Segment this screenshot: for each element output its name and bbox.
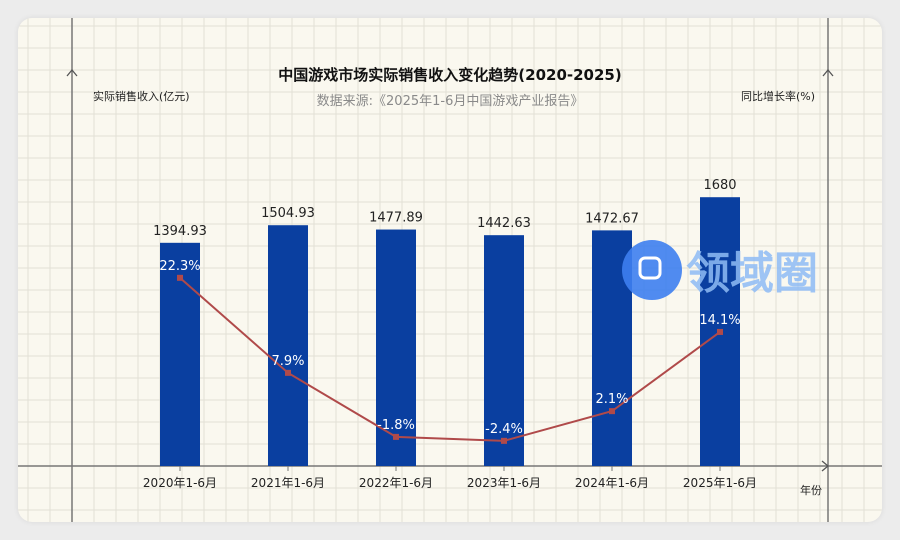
growth-line (179, 277, 721, 442)
growth-value-label: 7.9% (271, 354, 304, 369)
growth-value-label: 2.1% (595, 392, 628, 407)
bar-value-label: 1477.89 (369, 211, 423, 226)
growth-value-label: -1.8% (377, 418, 415, 433)
growth-point (717, 328, 723, 335)
growth-point (177, 274, 183, 281)
bar-value-label: 1442.63 (477, 216, 531, 231)
right-axis-arrow-icon (822, 68, 834, 77)
growth-value-label: 22.3% (159, 259, 200, 274)
x-tick-label: 2022年1-6月 (359, 476, 433, 490)
x-tick-label: 2024年1-6月 (575, 476, 649, 490)
x-axis-label: 年份 (800, 483, 822, 497)
x-tick-label: 2020年1-6月 (143, 476, 217, 490)
bar-value-label: 1680 (703, 178, 736, 193)
bar-value-label: 1504.93 (261, 206, 315, 221)
bar-value-label: 1394.93 (153, 224, 207, 239)
chart-subtitle: 数据来源:《2025年1-6月中国游戏产业报告》 (317, 94, 584, 109)
right-axis-label: 同比增长率(%) (741, 89, 815, 103)
x-tick-label: 2023年1-6月 (467, 476, 541, 490)
growth-value-label: -2.4% (485, 422, 523, 437)
chart-title: 中国游戏市场实际销售收入变化趋势(2020-2025) (278, 66, 621, 84)
growth-point (501, 437, 507, 444)
x-tick-label: 2025年1-6月 (683, 476, 757, 490)
watermark-logo-icon (622, 240, 682, 300)
watermark-logo-icon (638, 256, 662, 280)
x-axis-arrow-icon (821, 460, 830, 472)
growth-value-label: 14.1% (699, 313, 740, 328)
bar-value-label: 1472.67 (585, 211, 639, 226)
watermark: 领域圈 (686, 248, 818, 299)
left-axis-label: 实际销售收入(亿元) (93, 89, 190, 103)
growth-point (609, 408, 615, 415)
bar (268, 225, 308, 466)
left-axis-arrow-icon (66, 68, 78, 77)
bar (484, 235, 524, 466)
growth-point (393, 433, 399, 440)
chart-svg: 中国游戏市场实际销售收入变化趋势(2020-2025) 数据来源:《2025年1-… (18, 18, 882, 522)
chart-card: 中国游戏市场实际销售收入变化趋势(2020-2025) 数据来源:《2025年1-… (18, 18, 882, 522)
x-tick-label: 2021年1-6月 (251, 476, 325, 490)
bar (376, 229, 416, 466)
growth-point (285, 369, 291, 376)
